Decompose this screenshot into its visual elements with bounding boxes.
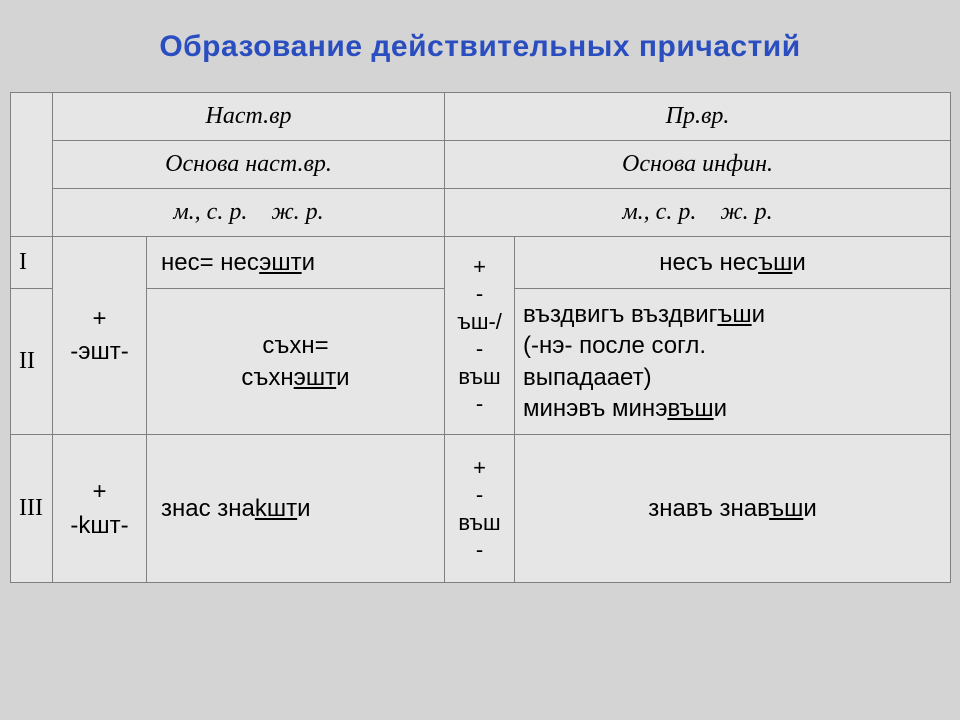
index-3: III (11, 434, 53, 582)
example-zna: знас знаkшти (147, 434, 445, 582)
suffix-past-12: + - ъш-/ - въш - (445, 237, 515, 435)
header-base-infinitive: Основа инфин. (445, 141, 951, 189)
header-gender-right: м., с. р. ж. р. (445, 189, 951, 237)
gender-zhr-2: ж. р. (720, 199, 772, 225)
gender-msr-2: м., с. р. (622, 199, 696, 225)
index-1: I (11, 237, 53, 289)
example-znav: знавъ знавъши (515, 434, 951, 582)
suffix-past-3: + - въш - (445, 434, 515, 582)
gender-msr-1: м., с. р. (173, 199, 247, 225)
gender-zhr-1: ж. р. (271, 199, 323, 225)
header-base-present: Основа наст.вр. (53, 141, 445, 189)
header-gender-left: м., с. р. ж. р. (53, 189, 445, 237)
example-sakhn: съхн= съхнэшти (147, 289, 445, 435)
header-present: Наст.вр (53, 93, 445, 141)
header-blank (11, 93, 53, 237)
participle-table: Наст.вр Пр.вр. Основа наст.вр. Основа ин… (10, 92, 951, 583)
suffix-ksht: + -kшт- (53, 434, 147, 582)
header-past: Пр.вр. (445, 93, 951, 141)
suffix-esht: + -эшт- (53, 237, 147, 435)
index-2: II (11, 289, 53, 435)
example-vazdvig: въздвигъ въздвигъши (-нэ- после согл. вы… (515, 289, 951, 435)
example-nes-past: несъ несъши (515, 237, 951, 289)
example-nes: нес= несэшти (147, 237, 445, 289)
page-title: Образование действительных причастий (10, 20, 950, 92)
